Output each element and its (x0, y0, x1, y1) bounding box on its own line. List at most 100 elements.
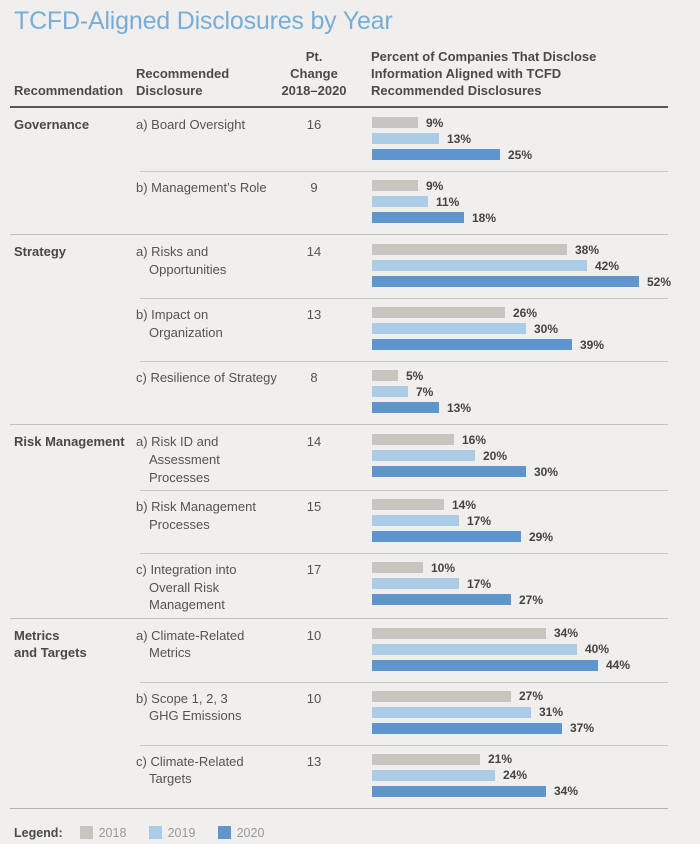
bar-value-label: 29% (529, 529, 554, 544)
recommendation-label: Metrics (14, 627, 60, 643)
chart-title: TCFD-Aligned Disclosures by Year (14, 7, 393, 35)
section-governance: Governance a) Board Oversight 16 9% 13% 25% b)… (10, 108, 668, 234)
disclosure-label: Opportunities (149, 262, 227, 278)
bar-value-label: 26% (513, 305, 538, 320)
disclosure-label: Organization (149, 325, 223, 341)
recommendation-cell (10, 690, 136, 741)
bar-row-2019: 17% (372, 576, 668, 591)
bar-row-2019: 7% (372, 384, 668, 399)
bar-value-label: 10% (431, 560, 456, 575)
bar-row-2020: 30% (372, 464, 668, 479)
column-header-recommended-disclosure: Recommended Disclosure (136, 66, 230, 99)
disclosure-cell: b) Impact on Organization (136, 306, 281, 357)
recommendation-cell (10, 498, 136, 549)
bar-2018 (372, 307, 505, 319)
disclosure-label: a) Climate-Related (136, 627, 245, 643)
pt-change-value: 14 (306, 244, 322, 260)
recommendation-label: Governance (14, 117, 90, 133)
bar-2019 (372, 260, 587, 272)
disclosure-label: c) Resilience of Strategy (136, 370, 277, 386)
bar-value-label: 27% (519, 592, 544, 607)
disclosure-table: Recommendation Recommended Disclosure Pt… (10, 48, 671, 809)
bar-row-2019: 20% (372, 450, 668, 462)
pt-change-value: 15 (306, 499, 322, 515)
bar-2018 (372, 244, 567, 256)
bar-row-2018: 10% (372, 560, 668, 575)
disclosure-cell: a) Risk ID and Assessment Processes (136, 433, 281, 486)
bar-value-label: 5% (406, 368, 424, 383)
pt-change-value: 9 (310, 180, 318, 196)
table-row: c) Climate-Related Targets 13 21% 24% 34% (10, 744, 668, 808)
bar-row-2018: 26% (372, 305, 668, 320)
bar-value-label: 40% (585, 642, 610, 657)
disclosure-label: GHG Emissions (149, 708, 242, 724)
bar-row-2019: 31% (372, 706, 668, 718)
bar-2019 (372, 578, 459, 590)
disclosure-cell: b) Scope 1, 2, 3 GHG Emissions (136, 690, 281, 741)
legend-item-2019: 2019 (148, 826, 201, 840)
bar-value-label: 13% (447, 131, 472, 146)
bar-row-2019: 17% (372, 515, 668, 527)
bar-row-2020: 29% (372, 529, 668, 544)
recommendation-cell: Risk Management (10, 433, 136, 486)
disclosure-label: a) Risk ID and (136, 434, 219, 450)
bar-row-2018: 34% (372, 626, 668, 641)
pt-change-value: 10 (306, 690, 322, 706)
recommendation-cell (10, 753, 136, 804)
pt-change-value: 16 (306, 117, 322, 133)
bar-value-label: 30% (534, 464, 559, 479)
bar-row-2020: 18% (372, 212, 668, 224)
bar-value-label: 25% (508, 147, 533, 162)
disclosure-cell: a) Climate-Related Metrics (136, 627, 281, 678)
pt-change-value: 10 (306, 627, 322, 643)
bar-row-2019: 11% (372, 196, 668, 208)
bar-2020 (372, 531, 521, 543)
legend: Legend: 2018 2019 2020 (14, 826, 700, 840)
recommendation-cell: Metrics and Targets (10, 627, 136, 678)
bar-group: 27% 31% 37% (347, 690, 668, 741)
bar-2018 (372, 562, 423, 574)
legend-title: Legend: (14, 825, 63, 840)
table-row: c) Resilience of Strategy 8 5% 7% 13% (10, 361, 668, 424)
bar-row-2018: 38% (372, 244, 671, 256)
bar-value-label: 14% (452, 497, 477, 512)
bar-value-label: 7% (416, 384, 434, 399)
bar-group: 26% 30% 39% (347, 306, 668, 357)
bar-row-2018: 5% (372, 368, 668, 383)
section-risk-management: Risk Management a) Risk ID and Assessment … (10, 424, 668, 617)
bar-2020 (372, 722, 562, 734)
table-row: Metrics and Targets a) Climate-Related Metr… (10, 619, 668, 682)
table-body: Governance a) Board Oversight 16 9% 13% 25% b)… (10, 108, 671, 809)
table-row: Risk Management a) Risk ID and Assessment … (10, 425, 668, 490)
bar-group: 16% 20% 30% (347, 433, 668, 486)
disclosure-cell: b) Management’s Role (136, 179, 281, 230)
table-row: b) Impact on Organization 13 26% 30% 39% (10, 298, 668, 361)
bar-2019 (372, 643, 577, 655)
bar-row-2019: 24% (372, 769, 668, 781)
bar-value-label: 34% (554, 626, 579, 641)
bar-2019 (372, 196, 428, 208)
bar-value-label: 9% (426, 178, 444, 193)
column-header-pt-change: Pt. Change 2018–2020 (281, 49, 347, 99)
disclosure-cell: c) Integration into Overall Risk Managemen… (136, 561, 281, 614)
legend-item-2018: 2018 (79, 826, 132, 840)
recommendation-cell: Governance (10, 116, 136, 167)
bar-2018 (372, 370, 398, 382)
recommendation-label: Strategy (14, 244, 67, 260)
table-header-row: Recommendation Recommended Disclosure Pt… (10, 48, 668, 109)
bar-2020 (372, 402, 439, 414)
table-row: Strategy a) Risks and Opportunities 14 38% 42… (10, 235, 671, 298)
bar-row-2020: 39% (372, 339, 668, 351)
bar-group: 38% 42% 52% (347, 243, 671, 294)
bar-row-2018: 16% (372, 434, 668, 446)
bar-2018 (372, 117, 418, 129)
bar-row-2018: 9% (372, 117, 668, 129)
bar-value-label: 34% (554, 784, 579, 799)
bar-group: 10% 17% 27% (347, 561, 668, 614)
bar-value-label: 17% (467, 576, 492, 591)
bar-row-2018: 9% (372, 178, 668, 193)
table-row: Governance a) Board Oversight 16 9% 13% 25% (10, 108, 668, 171)
pt-change-value: 13 (306, 307, 322, 323)
disclosure-label: b) Scope 1, 2, 3 (136, 690, 228, 706)
